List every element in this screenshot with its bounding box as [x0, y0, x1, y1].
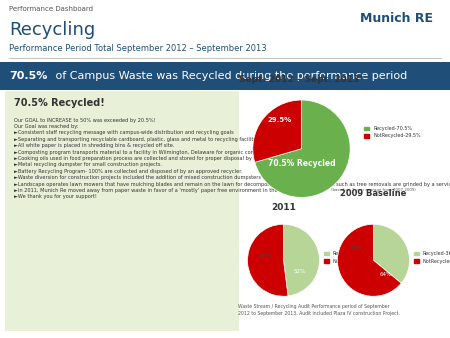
- Title: 2011: 2011: [271, 203, 296, 212]
- Wedge shape: [248, 224, 288, 296]
- Wedge shape: [338, 224, 401, 296]
- Text: 70.5% Recycled!: 70.5% Recycled!: [14, 98, 104, 108]
- Text: 64%: 64%: [380, 272, 392, 277]
- Title: Sept. 2012 – Sept. 2013*: Sept. 2012 – Sept. 2013*: [239, 75, 364, 84]
- Text: Our GOAL to INCREASE to 50% was exceeded by 20.5%!
Our Goal was reached by:
►Con: Our GOAL to INCREASE to 50% was exceeded…: [14, 118, 450, 199]
- Text: Performance Dashboard: Performance Dashboard: [9, 6, 93, 12]
- Wedge shape: [253, 100, 302, 162]
- Text: (based on 2 year average from 2007-2009): (based on 2 year average from 2007-2009): [331, 188, 416, 192]
- Wedge shape: [284, 224, 320, 296]
- Text: 29.5%: 29.5%: [267, 117, 292, 122]
- Text: 70.5%: 70.5%: [9, 71, 47, 81]
- Text: 52%: 52%: [294, 269, 306, 273]
- Text: Recycling: Recycling: [9, 21, 95, 39]
- Text: 48%: 48%: [259, 254, 272, 259]
- Legend: Recycled-48%, NotRecycled-52%: Recycled-48%, NotRecycled-52%: [322, 249, 378, 265]
- Legend: Recycled-70.5%, NotRecycled-29.5%: Recycled-70.5%, NotRecycled-29.5%: [362, 124, 423, 140]
- Legend: Recycled-36%, NotRecycled-64%: Recycled-36%, NotRecycled-64%: [412, 249, 450, 265]
- Wedge shape: [255, 100, 350, 197]
- Text: Performance Period Total September 2012 – September 2013: Performance Period Total September 2012 …: [9, 44, 266, 53]
- Text: Waste Stream / Recycling Audit Performance period of September
2012 to September: Waste Stream / Recycling Audit Performan…: [238, 304, 400, 316]
- Text: 70.5% Recycled: 70.5% Recycled: [268, 159, 335, 168]
- Text: 36%: 36%: [351, 245, 364, 250]
- Title: 2009 Baseline: 2009 Baseline: [340, 189, 407, 198]
- Text: Munich RE: Munich RE: [360, 12, 433, 25]
- Text: of Campus Waste was Recycled during the performance period: of Campus Waste was Recycled during the …: [52, 71, 407, 81]
- Wedge shape: [374, 224, 410, 283]
